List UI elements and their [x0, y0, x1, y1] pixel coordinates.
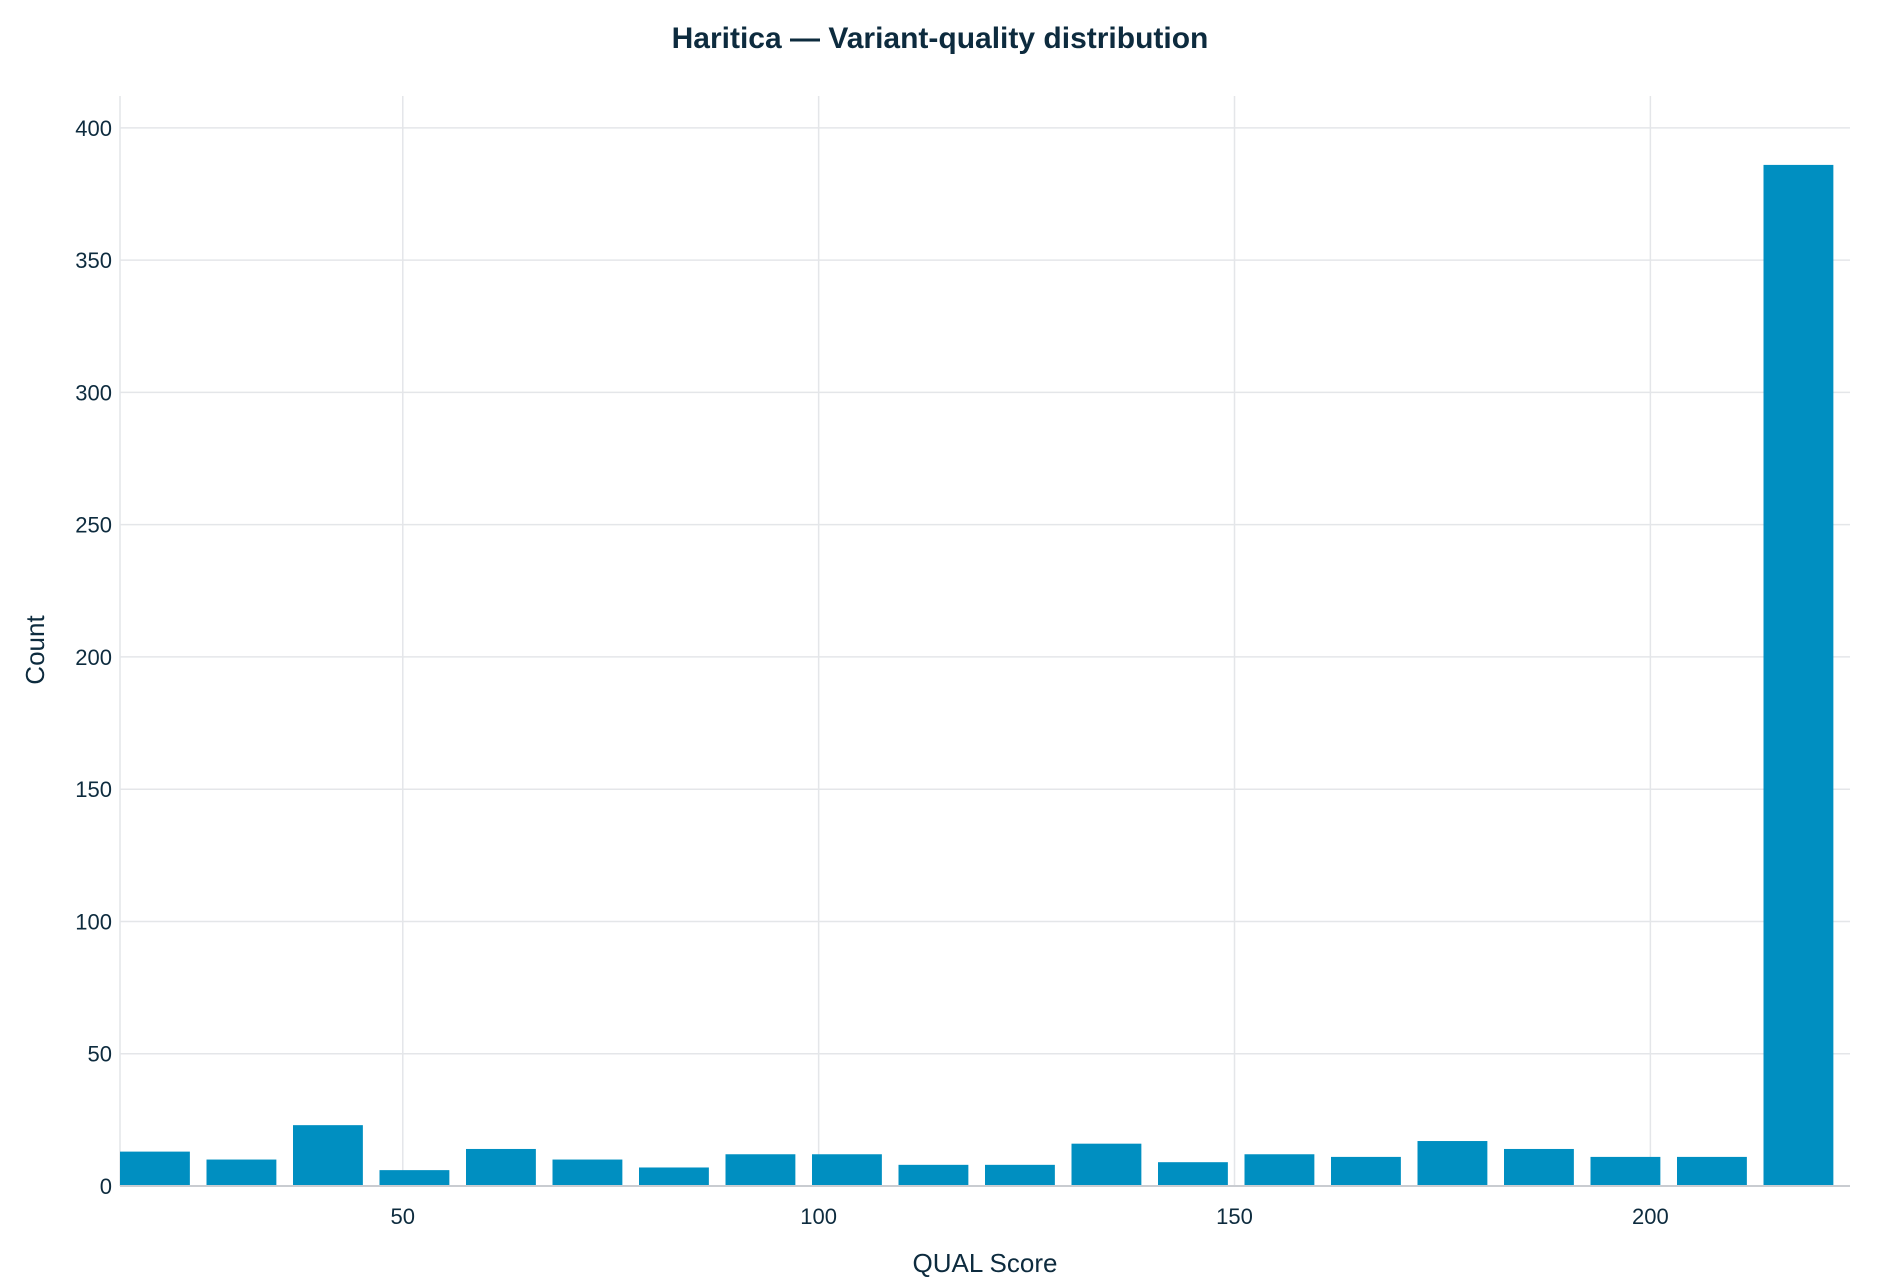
histogram-bar [552, 1159, 623, 1186]
histogram-bar [639, 1167, 709, 1186]
histogram-bar [1071, 1143, 1142, 1186]
histogram-bar [1158, 1162, 1228, 1186]
y-tick-label: 100 [75, 909, 112, 934]
histogram-bar [1590, 1156, 1661, 1186]
grid-lines [119, 96, 1850, 1187]
y-axis-label: Count [20, 615, 50, 685]
histogram-bar [898, 1164, 969, 1186]
histogram-bar [725, 1154, 796, 1186]
histogram-bar [1331, 1156, 1401, 1186]
axes: 0 50 100 150 200 250 300 350 400 50 100 150 200 [75, 116, 1850, 1229]
histogram-bar [985, 1164, 1055, 1186]
y-tick-label: 400 [75, 116, 112, 141]
histogram-bar [1677, 1156, 1747, 1186]
histogram-bar [1244, 1154, 1315, 1186]
x-axis-label: QUAL Score [913, 1248, 1058, 1278]
y-tick-label: 200 [75, 645, 112, 670]
histogram-bar [1504, 1148, 1574, 1186]
histogram-bar [206, 1159, 277, 1186]
y-tick-label: 350 [75, 248, 112, 273]
histogram-bar [379, 1170, 450, 1186]
histogram-bar [120, 1151, 190, 1186]
histogram-bar [466, 1148, 536, 1186]
y-tick-label: 50 [88, 1042, 112, 1067]
bars [120, 164, 1834, 1187]
x-tick-label: 200 [1632, 1204, 1669, 1229]
y-tick-label: 300 [75, 380, 112, 405]
histogram-bar [293, 1125, 363, 1186]
x-tick-label: 100 [800, 1204, 837, 1229]
x-tick-label: 150 [1216, 1204, 1253, 1229]
histogram-bar [1417, 1141, 1488, 1186]
histogram-bar [1763, 164, 1834, 1187]
histogram-bar [812, 1154, 882, 1186]
x-tick-label: 50 [391, 1204, 415, 1229]
y-tick-label: 150 [75, 777, 112, 802]
y-tick-label: 0 [100, 1174, 112, 1199]
chart-title: Haritica — Variant-quality distribution [671, 22, 1209, 55]
y-tick-label: 250 [75, 513, 112, 538]
